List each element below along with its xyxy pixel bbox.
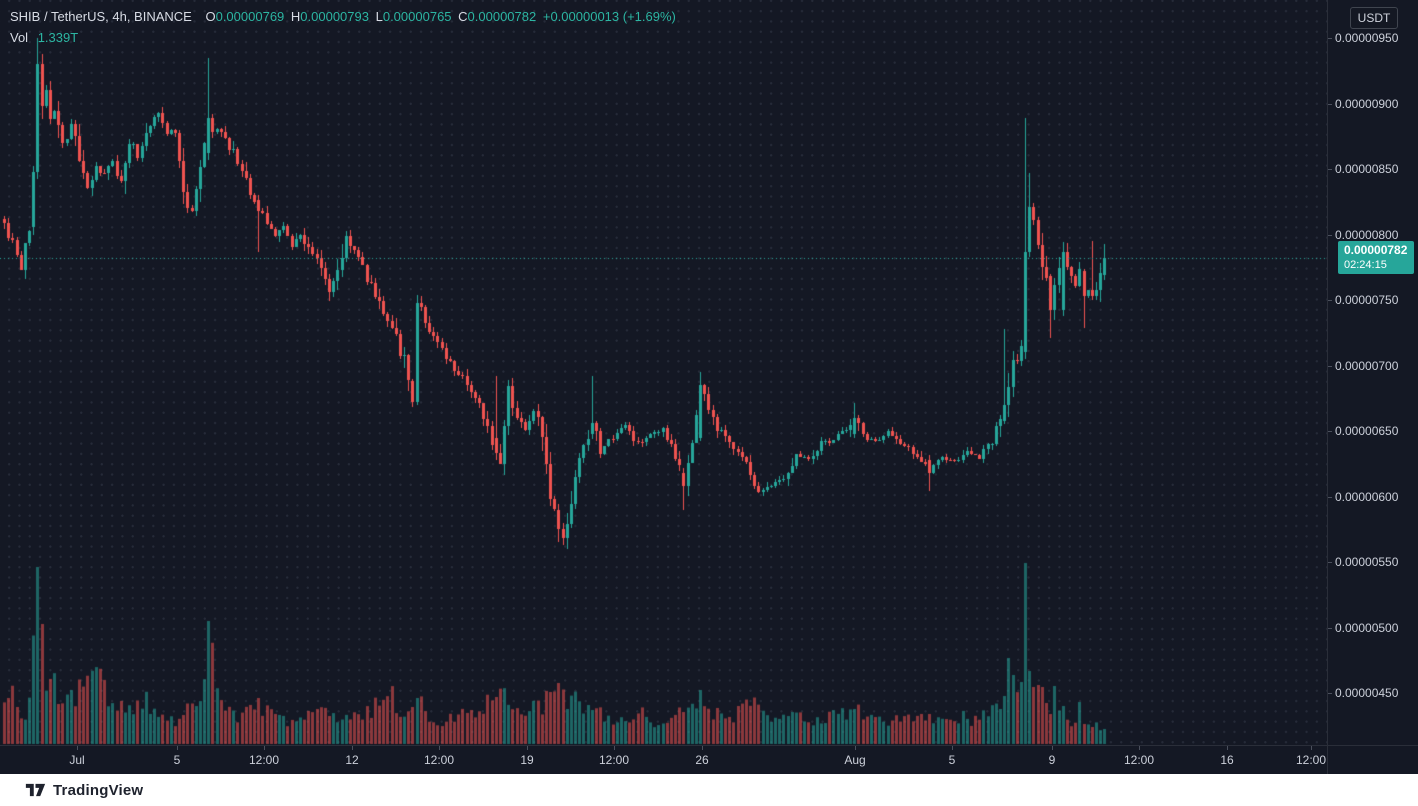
time-tick-label: 12:00 bbox=[423, 753, 455, 767]
time-axis[interactable]: Jul 5 12:00 12 12:00 19 12:00 26 Aug 5 9 12:00 16 12:… bbox=[0, 745, 1418, 775]
bar-countdown: 02:24:15 bbox=[1344, 259, 1387, 271]
time-tick-label: 16 bbox=[1220, 753, 1234, 767]
price-axis-tick bbox=[1328, 562, 1332, 563]
volume-label: Vol bbox=[10, 30, 29, 45]
trading-chart-widget: SHIB / TetherUS, 4h, BINANCE O0.00000769… bbox=[0, 0, 1418, 775]
price-tick-label: 0.00000900 bbox=[1335, 97, 1399, 111]
time-axis-tick bbox=[264, 746, 265, 750]
price-tick-label: 0.00000950 bbox=[1335, 31, 1399, 45]
time-tick-label: 12:00 bbox=[248, 753, 280, 767]
candlestick-volume-canvas[interactable] bbox=[0, 0, 1327, 745]
close-label: C bbox=[458, 9, 468, 24]
chart-pane[interactable]: SHIB / TetherUS, 4h, BINANCE O0.00000769… bbox=[0, 0, 1327, 745]
low-value: 0.00000765 bbox=[382, 9, 452, 24]
time-axis-tick bbox=[1139, 746, 1140, 750]
tradingview-logo-link[interactable]: TradingView bbox=[25, 781, 143, 799]
tradingview-brand-text: TradingView bbox=[53, 781, 144, 799]
close-value: 0.00000782 bbox=[467, 9, 537, 24]
open-label: O bbox=[205, 9, 216, 24]
time-tick-label: 5 bbox=[948, 753, 956, 767]
price-axis-tick bbox=[1328, 431, 1332, 432]
attribution-footer: TradingView bbox=[0, 774, 1418, 806]
price-tick-label: 0.00000700 bbox=[1335, 359, 1399, 373]
price-axis-tick bbox=[1328, 628, 1332, 629]
currency-toggle-button[interactable]: USDT bbox=[1350, 7, 1398, 29]
time-tick-label: 12 bbox=[345, 753, 359, 767]
time-axis-tick bbox=[352, 746, 353, 750]
volume-value: 1.339T bbox=[37, 30, 79, 45]
symbol-title: SHIB / TetherUS, 4h, BINANCE bbox=[10, 9, 192, 24]
time-tick-label: 12:00 bbox=[1123, 753, 1155, 767]
open-value: 0.00000769 bbox=[215, 9, 285, 24]
time-tick-label: 9 bbox=[1048, 753, 1056, 767]
time-axis-tick bbox=[614, 746, 615, 750]
time-axis-tick bbox=[1052, 746, 1053, 750]
time-tick-label: 19 bbox=[520, 753, 534, 767]
high-value: 0.00000793 bbox=[300, 9, 369, 24]
volume-legend: Vol 1.339T bbox=[10, 28, 78, 48]
price-axis[interactable]: USDT 0.00000782 02:24:15 0.00000950 0.000… bbox=[1327, 0, 1418, 745]
price-tick-label: 0.00000500 bbox=[1335, 621, 1399, 635]
price-axis-tick bbox=[1328, 169, 1332, 170]
time-axis-tick bbox=[177, 746, 178, 750]
last-price-value: 0.00000782 bbox=[1344, 243, 1408, 257]
price-tick-label: 0.00000750 bbox=[1335, 293, 1399, 307]
time-tick-label: 5 bbox=[173, 753, 181, 767]
time-tick-label: 12:00 bbox=[598, 753, 630, 767]
price-tick-label: 0.00000600 bbox=[1335, 490, 1399, 504]
time-labels: Jul 5 12:00 12 12:00 19 12:00 26 Aug 5 9 12:00 16 12:… bbox=[0, 746, 1327, 775]
last-price-tag: 0.00000782 02:24:15 bbox=[1338, 241, 1414, 274]
price-axis-tick bbox=[1328, 104, 1332, 105]
price-axis-tick bbox=[1328, 693, 1332, 694]
time-axis-tick bbox=[439, 746, 440, 750]
time-tick-label: 12:00 bbox=[1295, 753, 1327, 767]
price-axis-tick bbox=[1328, 497, 1332, 498]
axis-corner bbox=[1327, 746, 1418, 775]
price-tick-label: 0.00000800 bbox=[1335, 228, 1399, 242]
tradingview-icon bbox=[25, 781, 46, 799]
price-axis-tick bbox=[1328, 235, 1332, 236]
price-tick-label: 0.00000550 bbox=[1335, 555, 1399, 569]
time-tick-label: Aug bbox=[844, 753, 866, 767]
time-axis-tick bbox=[1227, 746, 1228, 750]
change-value: +0.00000013 (+1.69%) bbox=[542, 9, 676, 24]
time-axis-tick bbox=[855, 746, 856, 750]
price-tick-label: 0.00000650 bbox=[1335, 424, 1399, 438]
price-axis-tick bbox=[1328, 38, 1332, 39]
time-axis-tick bbox=[77, 746, 78, 750]
price-tick-label: 0.00000450 bbox=[1335, 686, 1399, 700]
time-tick-label: Jul bbox=[69, 753, 85, 767]
price-tick-label: 0.00000850 bbox=[1335, 162, 1399, 176]
symbol-legend: SHIB / TetherUS, 4h, BINANCE O0.00000769… bbox=[10, 7, 679, 27]
high-label: H bbox=[290, 9, 301, 24]
price-axis-tick bbox=[1328, 366, 1332, 367]
price-axis-tick bbox=[1328, 300, 1332, 301]
time-tick-label: 26 bbox=[695, 753, 709, 767]
time-axis-tick bbox=[952, 746, 953, 750]
low-label: L bbox=[375, 9, 383, 24]
time-axis-tick bbox=[702, 746, 703, 750]
time-axis-tick bbox=[1311, 746, 1312, 750]
time-axis-tick bbox=[527, 746, 528, 750]
